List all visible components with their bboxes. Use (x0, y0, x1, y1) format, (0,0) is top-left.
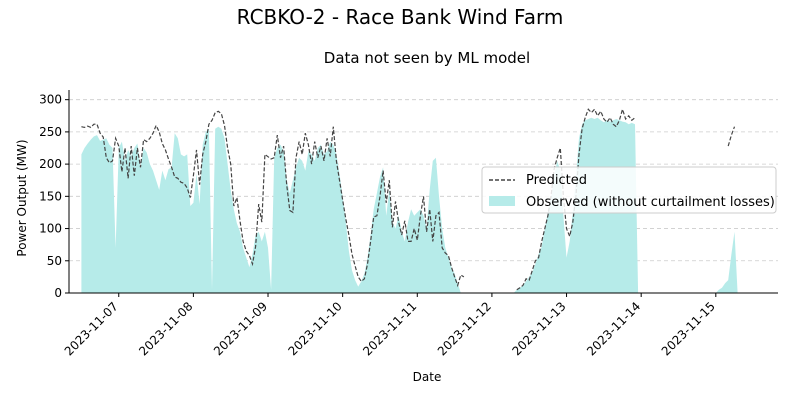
x-tick-label-0: 2023-11-07 (62, 299, 121, 358)
legend-box (481, 166, 777, 214)
x-tick-label-3: 2023-11-10 (286, 299, 345, 358)
x-tick-label-7: 2023-11-14 (584, 299, 643, 358)
y-tick-label-5: 250 (39, 125, 62, 139)
x-axis-ticks: 2023-11-07 2023-11-08 2023-11-09 2023-11-10… (62, 293, 718, 358)
x-tick-label-1: 2023-11-08 (136, 299, 195, 358)
legend: Predicted Observed (without curtailment … (481, 166, 777, 214)
predicted-line-segment-0 (81, 110, 465, 288)
chart-subtitle: Data not seen by ML model (324, 49, 530, 67)
x-tick-label-4: 2023-11-11 (360, 299, 419, 358)
x-tick-label-5: 2023-11-12 (435, 299, 494, 358)
legend-predicted-label: Predicted (526, 173, 587, 188)
y-tick-label-0: 0 (54, 286, 62, 300)
x-tick-label-6: 2023-11-13 (509, 299, 568, 358)
x-tick-label-8: 2023-11-15 (659, 299, 718, 358)
y-tick-label-1: 50 (47, 254, 62, 268)
x-axis-label: Date (413, 370, 442, 384)
observed-area-segment-2 (715, 231, 738, 293)
x-tick-label-2: 2023-11-09 (211, 299, 270, 358)
y-axis-ticks: 0 50 100 150 200 250 300 (39, 93, 69, 300)
y-tick-label-6: 300 (39, 93, 62, 107)
observed-area-segment-0 (81, 126, 461, 293)
y-tick-label-2: 100 (39, 222, 62, 236)
y-tick-label-3: 150 (39, 189, 62, 203)
predicted-line-segment-2 (727, 126, 736, 147)
y-tick-label-4: 200 (39, 157, 62, 171)
chart-title: RCBKO-2 - Race Bank Wind Farm (237, 5, 564, 29)
y-axis-label: Power Output (MW) (15, 139, 29, 256)
legend-observed-label: Observed (without curtailment losses) (526, 195, 775, 210)
axes (68, 90, 778, 294)
legend-observed-swatch (489, 196, 515, 206)
